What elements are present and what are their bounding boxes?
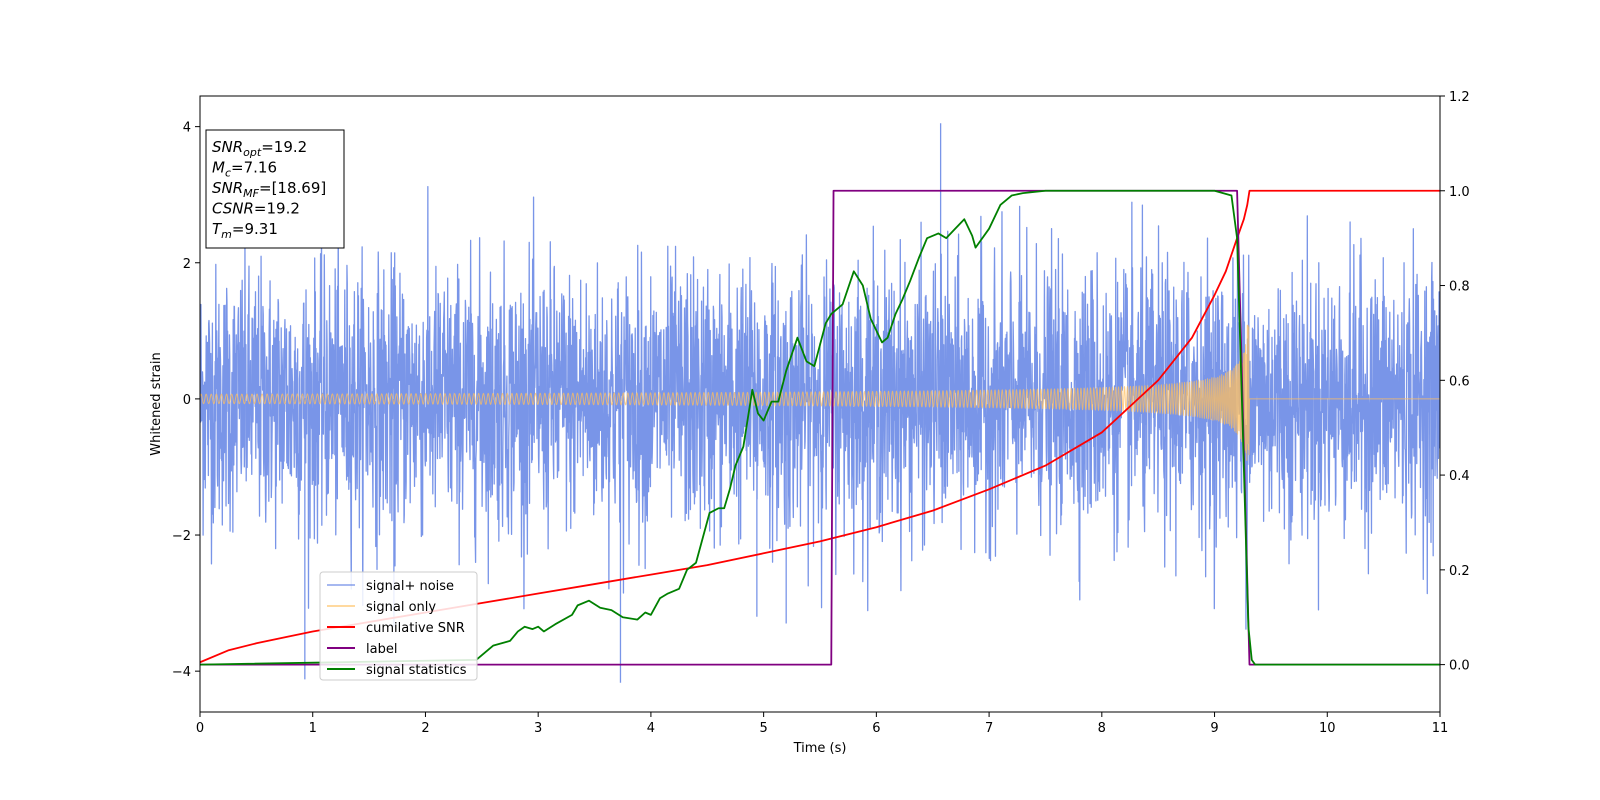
x-axis-ticks: 0 1 2 3 4 5 6 7 8 9 10 11 xyxy=(196,712,1448,736)
right-y-tick-label: 0.2 xyxy=(1449,564,1470,579)
x-tick-label: 1 xyxy=(309,721,317,736)
legend-frame xyxy=(319,571,478,681)
x-tick-label: 0 xyxy=(196,721,204,736)
legend-label-cumilative-snr: cumilative SNR xyxy=(366,621,465,636)
left-y-tick-label: 4 xyxy=(183,121,191,136)
right-y-tick-label: 0.8 xyxy=(1449,280,1470,295)
series-line-signal-statistics xyxy=(200,189,1440,666)
left-y-tick-label: 0 xyxy=(183,393,191,408)
right-y-tick-label: 0.4 xyxy=(1449,469,1470,484)
annotation-line: Tm=9.31 xyxy=(212,220,278,241)
annotation-frame xyxy=(205,129,345,249)
x-axis-label: Time (s) xyxy=(793,741,847,756)
legend-label-label: label xyxy=(366,642,397,657)
legend-label-signal-noise: signal+ noise xyxy=(366,579,454,594)
annotation-line: SNRopt=19.2 xyxy=(212,138,307,159)
right-y-tick-label: 0.0 xyxy=(1449,659,1470,674)
x-tick-label: 2 xyxy=(421,721,429,736)
legend-label-signal-statistics: signal statistics xyxy=(366,663,467,678)
left-y-axis-label: Whitened strain xyxy=(149,352,164,455)
x-tick-label: 4 xyxy=(647,721,655,736)
right-y-tick-label: 1.0 xyxy=(1449,185,1470,200)
stats-annotation-box: SNRopt=19.2Mc=7.16SNRMF=[18.69]CSNR=19.2… xyxy=(205,129,345,249)
annotation-line: SNRMF=[18.69] xyxy=(212,179,326,200)
x-tick-label: 8 xyxy=(1098,721,1106,736)
left-y-tick-label: 2 xyxy=(183,257,191,272)
axes-frame xyxy=(199,95,1441,713)
annotation-line: Mc=7.16 xyxy=(212,159,277,180)
x-tick-label: 5 xyxy=(759,721,767,736)
legend-label-signal-only: signal only xyxy=(366,600,436,615)
series-line-signal-only xyxy=(200,324,1440,461)
left-y-axis-ticks: −4 −2 0 2 4 xyxy=(172,121,200,680)
x-tick-label: 9 xyxy=(1210,721,1218,736)
x-tick-label: 10 xyxy=(1319,721,1336,736)
legend: signal+ noise signal only cumilative SNR la… xyxy=(319,571,478,681)
x-tick-label: 11 xyxy=(1432,721,1449,736)
x-tick-label: 3 xyxy=(534,721,542,736)
right-y-tick-label: 1.2 xyxy=(1449,90,1470,105)
right-y-axis-ticks: 0.0 0.2 0.4 0.6 0.8 1.0 1.2 xyxy=(1440,90,1470,674)
right-y-tick-label: 0.6 xyxy=(1449,374,1470,389)
x-tick-label: 6 xyxy=(872,721,880,736)
left-y-tick-label: −2 xyxy=(172,529,191,544)
x-tick-label: 7 xyxy=(985,721,993,736)
left-y-tick-label: −4 xyxy=(172,665,191,680)
annotation-line: CSNR=19.2 xyxy=(212,200,300,218)
